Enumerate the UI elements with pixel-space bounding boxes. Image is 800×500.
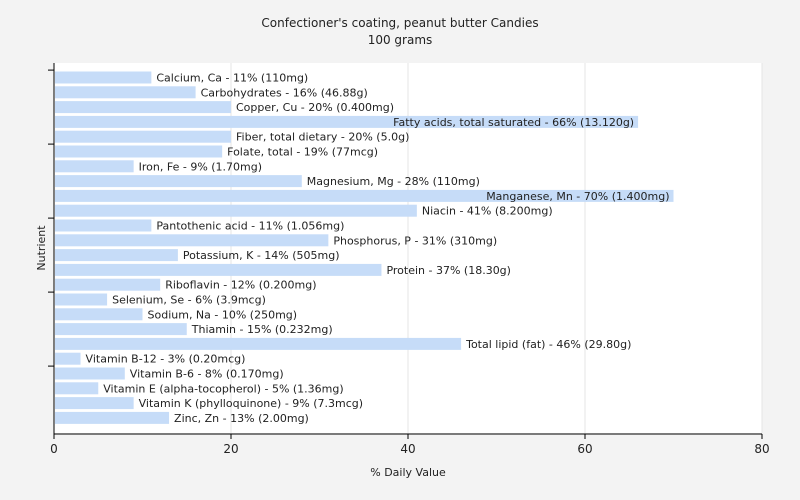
bar-label: Fiber, total dietary - 20% (5.0g) <box>236 131 409 144</box>
bar-label: Niacin - 41% (8.200mg) <box>422 205 553 218</box>
x-tick-label: 0 <box>50 442 58 456</box>
bar <box>55 367 125 380</box>
bar <box>55 145 223 158</box>
bar <box>55 204 417 217</box>
bar-label: Sodium, Na - 10% (250mg) <box>148 308 298 321</box>
bar <box>55 397 134 410</box>
bar-label: Fatty acids, total saturated - 66% (13.1… <box>393 116 634 129</box>
bar-label: Vitamin B-6 - 8% (0.170mg) <box>130 368 284 381</box>
bar <box>55 308 143 321</box>
x-axis-label: % Daily Value <box>370 466 446 479</box>
bar-label: Carbohydrates - 16% (46.88g) <box>201 86 368 99</box>
bars: Calcium, Ca - 11% (110mg)Carbohydrates -… <box>55 71 674 425</box>
bar <box>55 263 382 276</box>
x-tick-label: 60 <box>577 442 592 456</box>
bar <box>55 101 231 114</box>
bar-label: Vitamin E (alpha-tocopherol) - 5% (1.36m… <box>103 382 343 395</box>
y-axis-label: Nutrient <box>35 225 48 271</box>
bar-label: Potassium, K - 14% (505mg) <box>183 249 340 262</box>
bar-label: Pantothenic acid - 11% (1.056mg) <box>156 220 344 233</box>
bar-label: Phosphorus, P - 31% (310mg) <box>333 234 497 247</box>
bar-label: Thiamin - 15% (0.232mg) <box>191 323 333 336</box>
bar <box>55 278 161 291</box>
bar-label: Total lipid (fat) - 46% (29.80g) <box>465 338 631 351</box>
bar <box>55 382 99 395</box>
bar-label: Vitamin B-12 - 3% (0.20mcg) <box>86 353 246 366</box>
bar <box>55 86 196 99</box>
bar <box>55 337 462 350</box>
bar <box>55 71 152 84</box>
x-tick-label: 80 <box>754 442 769 456</box>
bar-label: Protein - 37% (18.30g) <box>386 264 511 277</box>
bar-label: Manganese, Mn - 70% (1.400mg) <box>486 190 669 203</box>
bar <box>55 411 170 424</box>
bar <box>55 219 152 232</box>
bar-label: Copper, Cu - 20% (0.400mg) <box>236 101 394 114</box>
bar <box>55 130 231 143</box>
x-tick-label: 20 <box>223 442 238 456</box>
bar <box>55 249 178 262</box>
bar <box>55 115 639 128</box>
bar-label: Folate, total - 19% (77mcg) <box>227 146 378 159</box>
bar <box>55 234 329 247</box>
bar-label: Zinc, Zn - 13% (2.00mg) <box>174 412 309 425</box>
bar-label: Calcium, Ca - 11% (110mg) <box>156 72 308 85</box>
x-tick-label: 40 <box>400 442 415 456</box>
bar-label: Magnesium, Mg - 28% (110mg) <box>307 175 480 188</box>
bar <box>55 323 187 336</box>
bar <box>55 175 302 188</box>
chart-subtitle: 100 grams <box>368 33 433 47</box>
chart-title: Confectioner's coating, peanut butter Ca… <box>261 16 538 30</box>
bar <box>55 160 134 173</box>
bar <box>55 293 108 306</box>
bar-label: Selenium, Se - 6% (3.9mcg) <box>112 294 266 307</box>
bar <box>55 189 674 202</box>
bar-label: Vitamin K (phylloquinone) - 9% (7.3mcg) <box>139 397 363 410</box>
x-ticks: 0 20 40 60 80 <box>48 69 770 456</box>
bar-label: Riboflavin - 12% (0.200mg) <box>165 279 316 292</box>
bar <box>55 352 81 365</box>
bar-label: Iron, Fe - 9% (1.70mg) <box>139 160 262 173</box>
